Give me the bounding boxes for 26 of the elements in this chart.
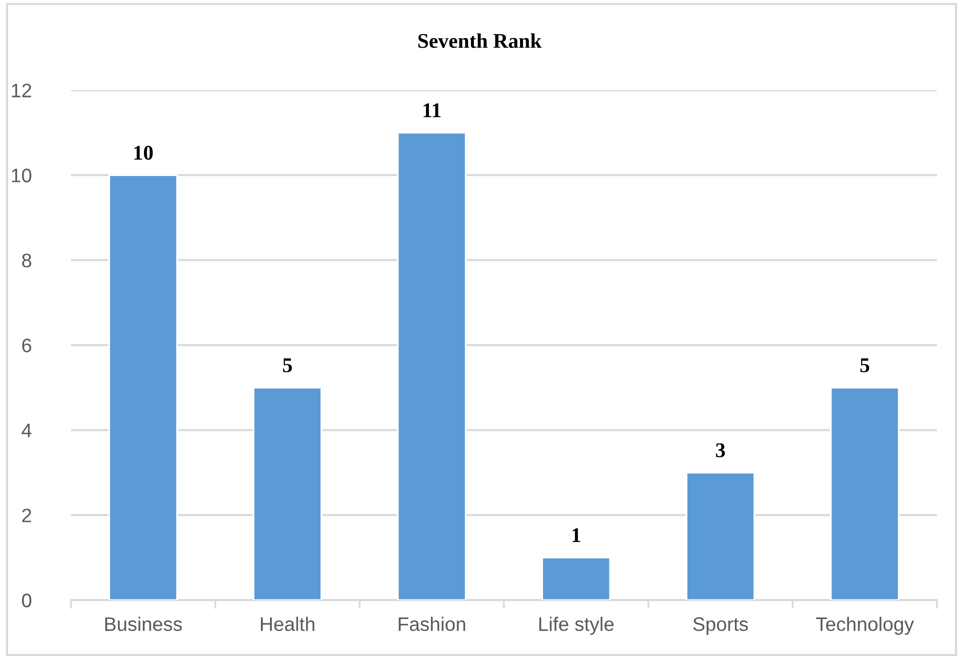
chart-title: Seventh Rank (418, 33, 542, 48)
bar (108, 174, 178, 600)
y-tick-label: 4 (22, 424, 32, 438)
bar (397, 132, 467, 600)
y-tick-label: 6 (22, 338, 32, 352)
x-tick-label: Health (260, 616, 314, 632)
x-tick-label: Technology (816, 616, 914, 635)
data-label: 5 (860, 358, 870, 372)
y-tick-label: 12 (12, 84, 32, 98)
x-tick-label: Fashion (398, 616, 466, 632)
y-tick-label: 8 (22, 254, 32, 268)
x-tick-label: Business (105, 616, 182, 632)
y-tick-label: 0 (22, 594, 32, 608)
data-label: 10 (134, 146, 153, 160)
data-label: 1 (572, 528, 580, 542)
y-tick-label: 10 (12, 168, 32, 182)
data-label: 11 (424, 103, 441, 118)
data-label: 5 (283, 358, 292, 372)
bar (252, 386, 322, 600)
x-tick-label: Sports (693, 617, 748, 635)
bar (541, 556, 611, 600)
bar (830, 386, 900, 600)
y-tick-label: 2 (22, 508, 32, 522)
x-tick-label: Life style (539, 616, 614, 635)
data-label: 3 (716, 443, 725, 458)
bar (686, 472, 756, 600)
